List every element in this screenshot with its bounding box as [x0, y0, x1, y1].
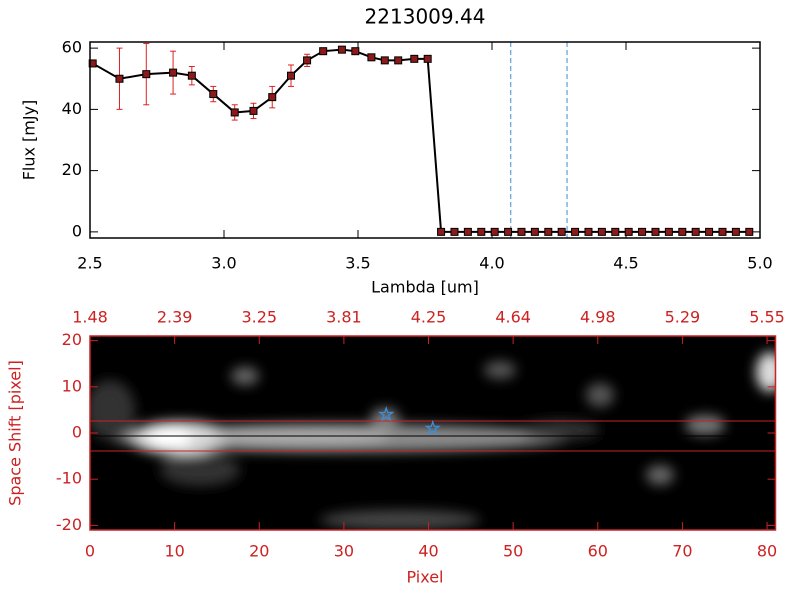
data-point — [691, 227, 700, 236]
data-point — [380, 56, 389, 65]
data-point — [477, 227, 486, 236]
data-point — [410, 54, 419, 63]
x2-tick-label: 5.55 — [749, 308, 785, 327]
y-tick-label: -10 — [56, 469, 82, 488]
data-point — [651, 227, 660, 236]
x-tick-label: 0 — [85, 542, 95, 561]
y-tick-label: 20 — [62, 160, 82, 179]
x-tick-label: 4.5 — [613, 254, 638, 273]
x-tick-label: 50 — [503, 542, 523, 561]
y-tick-label: 20 — [62, 330, 82, 349]
data-point — [337, 45, 346, 54]
data-point — [557, 227, 566, 236]
star-marker — [378, 405, 395, 422]
x-tick-label: 30 — [334, 542, 354, 561]
blob — [520, 420, 600, 440]
data-point — [678, 227, 687, 236]
data-point — [88, 59, 97, 68]
blob — [586, 383, 614, 407]
data-point — [463, 227, 472, 236]
blob — [756, 352, 775, 392]
star-marker — [424, 419, 441, 436]
x-tick-label: 5.0 — [747, 254, 772, 273]
blob — [231, 367, 259, 385]
data-point — [169, 68, 178, 77]
data-point — [517, 227, 526, 236]
data-point — [731, 227, 740, 236]
data-point — [142, 70, 151, 79]
y-tick-label: -20 — [56, 515, 82, 534]
data-point — [367, 53, 376, 62]
data-point — [611, 227, 620, 236]
x2-tick-label: 3.25 — [241, 308, 277, 327]
blob — [320, 510, 480, 530]
data-point — [268, 93, 277, 102]
x-tick-label: 3.5 — [345, 254, 370, 273]
x2-tick-label: 4.64 — [495, 308, 531, 327]
x-tick-label: 3.0 — [211, 254, 236, 273]
data-point — [664, 227, 673, 236]
data-point — [571, 227, 580, 236]
data-point — [187, 71, 196, 80]
x-tick-label: 80 — [757, 542, 777, 561]
data-point — [490, 227, 499, 236]
data-point — [249, 106, 258, 115]
data-point — [638, 227, 647, 236]
data-point — [115, 74, 124, 83]
x2-tick-label: 4.98 — [580, 308, 616, 327]
data-point — [351, 47, 360, 56]
x2-tick-label: 1.48 — [72, 308, 108, 327]
blob — [685, 415, 725, 435]
data-point — [597, 227, 606, 236]
x-tick-label: 4.0 — [479, 254, 504, 273]
x-axis-label: Lambda [um] — [371, 278, 479, 297]
data-point — [230, 108, 239, 117]
y-axis-label: Space Shift [pixel] — [6, 360, 25, 506]
y-axis-label: Flux [mJy] — [20, 100, 39, 181]
x2-tick-label: 3.81 — [326, 308, 362, 327]
x2-tick-label: 5.29 — [665, 308, 701, 327]
data-point — [745, 227, 754, 236]
y-tick-label: 60 — [62, 38, 82, 57]
data-point — [303, 56, 312, 65]
y-tick-label: 0 — [72, 423, 82, 442]
x-tick-label: 2.5 — [77, 254, 102, 273]
y-tick-label: 40 — [62, 99, 82, 118]
x-tick-label: 10 — [164, 542, 184, 561]
data-point — [584, 227, 593, 236]
x-tick-label: 20 — [249, 542, 269, 561]
x2-tick-label: 4.25 — [411, 308, 447, 327]
plot-frame — [89, 41, 761, 239]
blob — [160, 454, 240, 486]
x-axis-label: Pixel — [406, 568, 443, 587]
x-tick-label: 60 — [588, 542, 608, 561]
y-tick-label: 10 — [62, 376, 82, 395]
data-point — [437, 227, 446, 236]
data-point — [530, 227, 539, 236]
data-point — [544, 227, 553, 236]
data-point — [209, 90, 218, 99]
x-tick-label: 40 — [418, 542, 438, 561]
y-tick-label: 0 — [72, 221, 82, 240]
blob — [484, 361, 516, 379]
data-point — [718, 227, 727, 236]
blob — [90, 380, 135, 440]
data-point — [319, 47, 328, 56]
image-blobs — [90, 352, 775, 530]
data-point — [423, 54, 432, 63]
data-point — [504, 227, 513, 236]
data-point — [624, 227, 633, 236]
blob — [646, 465, 674, 485]
plot-frame — [89, 335, 777, 531]
data-point — [705, 227, 714, 236]
x2-tick-label: 2.39 — [157, 308, 193, 327]
bright-core — [148, 427, 192, 449]
data-point — [394, 56, 403, 65]
spectrum-image — [90, 336, 775, 530]
data-point — [450, 227, 459, 236]
chart-title: 2213009.44 — [365, 5, 486, 29]
data-point — [287, 71, 295, 80]
x-tick-label: 70 — [672, 542, 692, 561]
